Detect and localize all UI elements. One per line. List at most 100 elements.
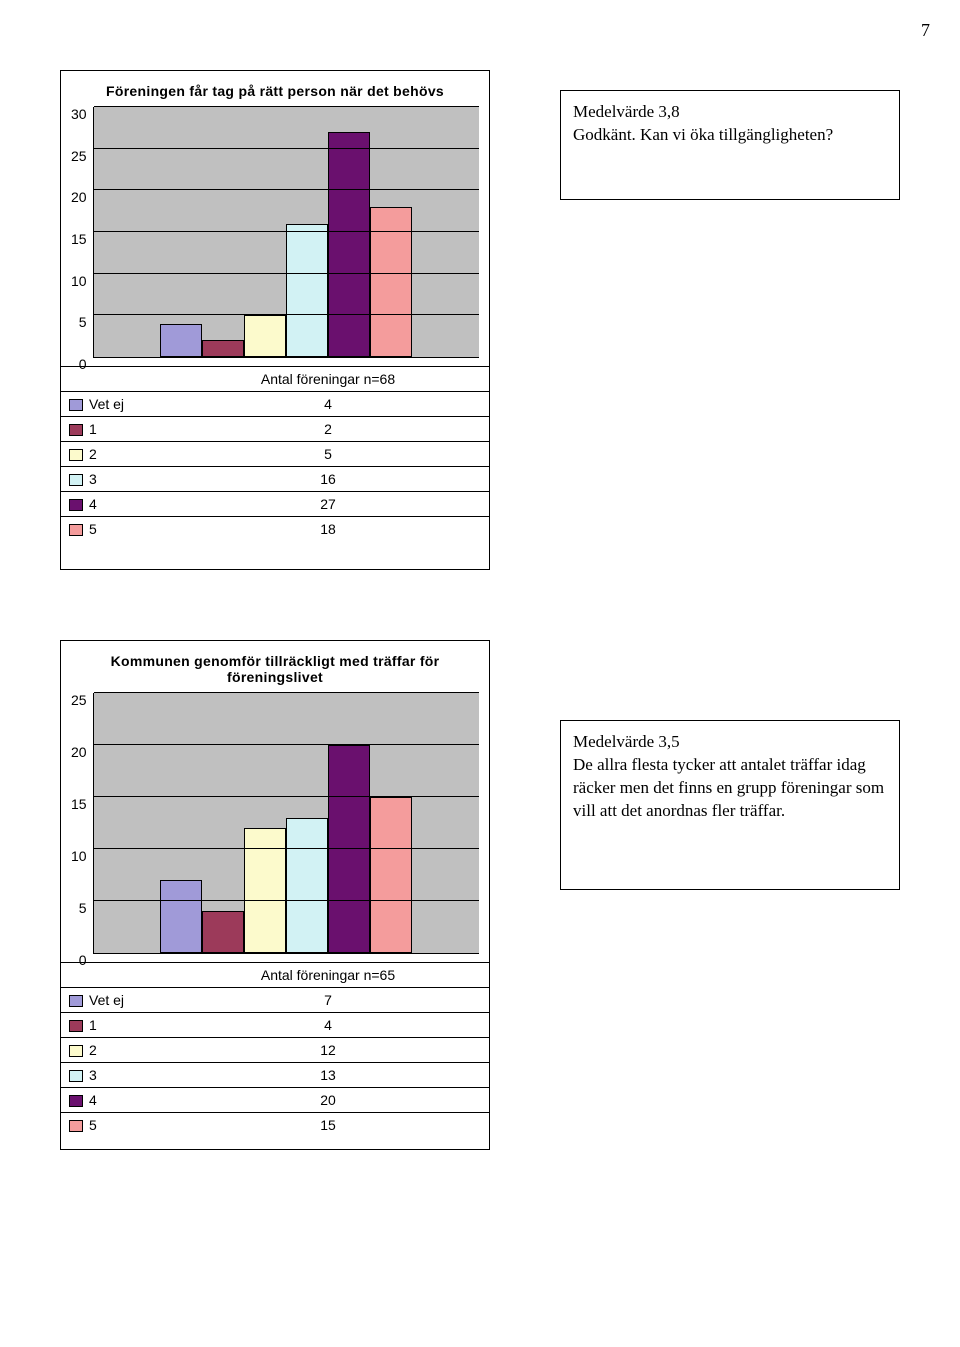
bar (160, 880, 202, 953)
grid-line (94, 900, 479, 901)
legend-value: 4 (167, 392, 489, 417)
table-row: 2 12 (61, 1038, 489, 1063)
legend-swatch-icon (69, 524, 83, 536)
chart-1-plot (93, 107, 479, 358)
grid-line (94, 273, 479, 274)
legend-label-cell: 5 (61, 517, 167, 542)
legend-value: 16 (167, 467, 489, 492)
legend-label: 3 (89, 471, 97, 487)
comment-line: Godkänt. Kan vi öka tillgängligheten? (573, 124, 887, 147)
legend-value: 5 (167, 442, 489, 467)
grid-line (94, 744, 479, 745)
bar (244, 828, 286, 953)
legend-label-cell: 5 (61, 1113, 167, 1138)
legend-label: 2 (89, 446, 97, 462)
legend-label-cell: 4 (61, 492, 167, 517)
legend-label-cell: 2 (61, 1038, 167, 1063)
table-row: Vet ej 4 (61, 392, 489, 417)
bar (286, 224, 328, 357)
legend-value: 12 (167, 1038, 489, 1063)
legend-value: 4 (167, 1013, 489, 1038)
legend-header-blank (61, 367, 167, 392)
grid-line (94, 148, 479, 149)
page: 7 Föreningen får tag på rätt person när … (0, 0, 960, 1347)
legend-label-cell: 1 (61, 1013, 167, 1038)
bar (370, 207, 412, 357)
legend-label: 4 (89, 1092, 97, 1108)
legend-swatch-icon (69, 1020, 83, 1032)
comment-line: Medelvärde 3,8 (573, 101, 887, 124)
legend-swatch-icon (69, 449, 83, 461)
grid-line (94, 796, 479, 797)
legend-label-cell: 2 (61, 442, 167, 467)
bar (202, 340, 244, 357)
legend-swatch-icon (69, 424, 83, 436)
chart-1-box: Föreningen får tag på rätt person när de… (60, 70, 490, 570)
legend-swatch-icon (69, 499, 83, 511)
comment-line: Medelvärde 3,5 (573, 731, 887, 754)
page-number: 7 (921, 20, 930, 41)
comment-line: De allra flesta tycker att antalet träff… (573, 754, 887, 823)
legend-label: Vet ej (89, 396, 124, 412)
legend-value: 18 (167, 517, 489, 542)
legend-value: 15 (167, 1113, 489, 1138)
legend-swatch-icon (69, 1070, 83, 1082)
legend-column-header: Antal föreningar n=65 (167, 963, 489, 988)
legend-swatch-icon (69, 1095, 83, 1107)
legend-label: 4 (89, 496, 97, 512)
legend-label-cell: 4 (61, 1088, 167, 1113)
chart-1-legend-table: Antal föreningar n=68Vet ej4122531642751… (61, 366, 489, 541)
bar (202, 911, 244, 953)
legend-label: 2 (89, 1042, 97, 1058)
legend-value: 13 (167, 1063, 489, 1088)
grid-line (94, 848, 479, 849)
chart-2-legend-table: Antal föreningar n=65Vet ej7142123134205… (61, 962, 489, 1137)
chart-2-y-axis: 0510152025 (71, 693, 93, 953)
table-row: 3 13 (61, 1063, 489, 1088)
legend-label: 3 (89, 1067, 97, 1083)
grid-line (94, 106, 479, 107)
table-row: 5 18 (61, 517, 489, 542)
bar (244, 315, 286, 357)
chart-1-y-axis: 051015202530 (71, 107, 93, 357)
legend-label: 5 (89, 521, 97, 537)
legend-swatch-icon (69, 995, 83, 1007)
legend-value: 20 (167, 1088, 489, 1113)
bar (370, 797, 412, 953)
bar (328, 132, 370, 357)
legend-label-cell: Vet ej (61, 988, 167, 1013)
legend-header-blank (61, 963, 167, 988)
table-row: 12 (61, 417, 489, 442)
legend-swatch-icon (69, 474, 83, 486)
chart-2-plot (93, 693, 479, 954)
grid-line (94, 314, 479, 315)
table-row: 4 27 (61, 492, 489, 517)
chart-2-box: Kommunen genomför tillräckligt med träff… (60, 640, 490, 1150)
chart-2-plot-wrap: 0510152025 (61, 693, 489, 962)
chart-1-bars (94, 107, 479, 357)
table-row: 3 16 (61, 467, 489, 492)
legend-swatch-icon (69, 1120, 83, 1132)
legend-value: 7 (167, 988, 489, 1013)
legend-value: 27 (167, 492, 489, 517)
bar (328, 745, 370, 953)
grid-line (94, 231, 479, 232)
bar (160, 324, 202, 357)
table-row: 4 20 (61, 1088, 489, 1113)
legend-label: 1 (89, 421, 97, 437)
legend-label-cell: 3 (61, 1063, 167, 1088)
bar (286, 818, 328, 953)
legend-swatch-icon (69, 399, 83, 411)
comment-1: Medelvärde 3,8Godkänt. Kan vi öka tillgä… (560, 90, 900, 200)
chart-2-bars (94, 693, 479, 953)
table-row: Vet ej 7 (61, 988, 489, 1013)
legend-label-cell: 3 (61, 467, 167, 492)
chart-2-title: Kommunen genomför tillräckligt med träff… (61, 641, 489, 693)
legend-value: 2 (167, 417, 489, 442)
legend-label-cell: 1 (61, 417, 167, 442)
grid-line (94, 189, 479, 190)
comment-2: Medelvärde 3,5De allra flesta tycker att… (560, 720, 900, 890)
legend-label: Vet ej (89, 992, 124, 1008)
legend-label: 5 (89, 1117, 97, 1133)
grid-line (94, 692, 479, 693)
